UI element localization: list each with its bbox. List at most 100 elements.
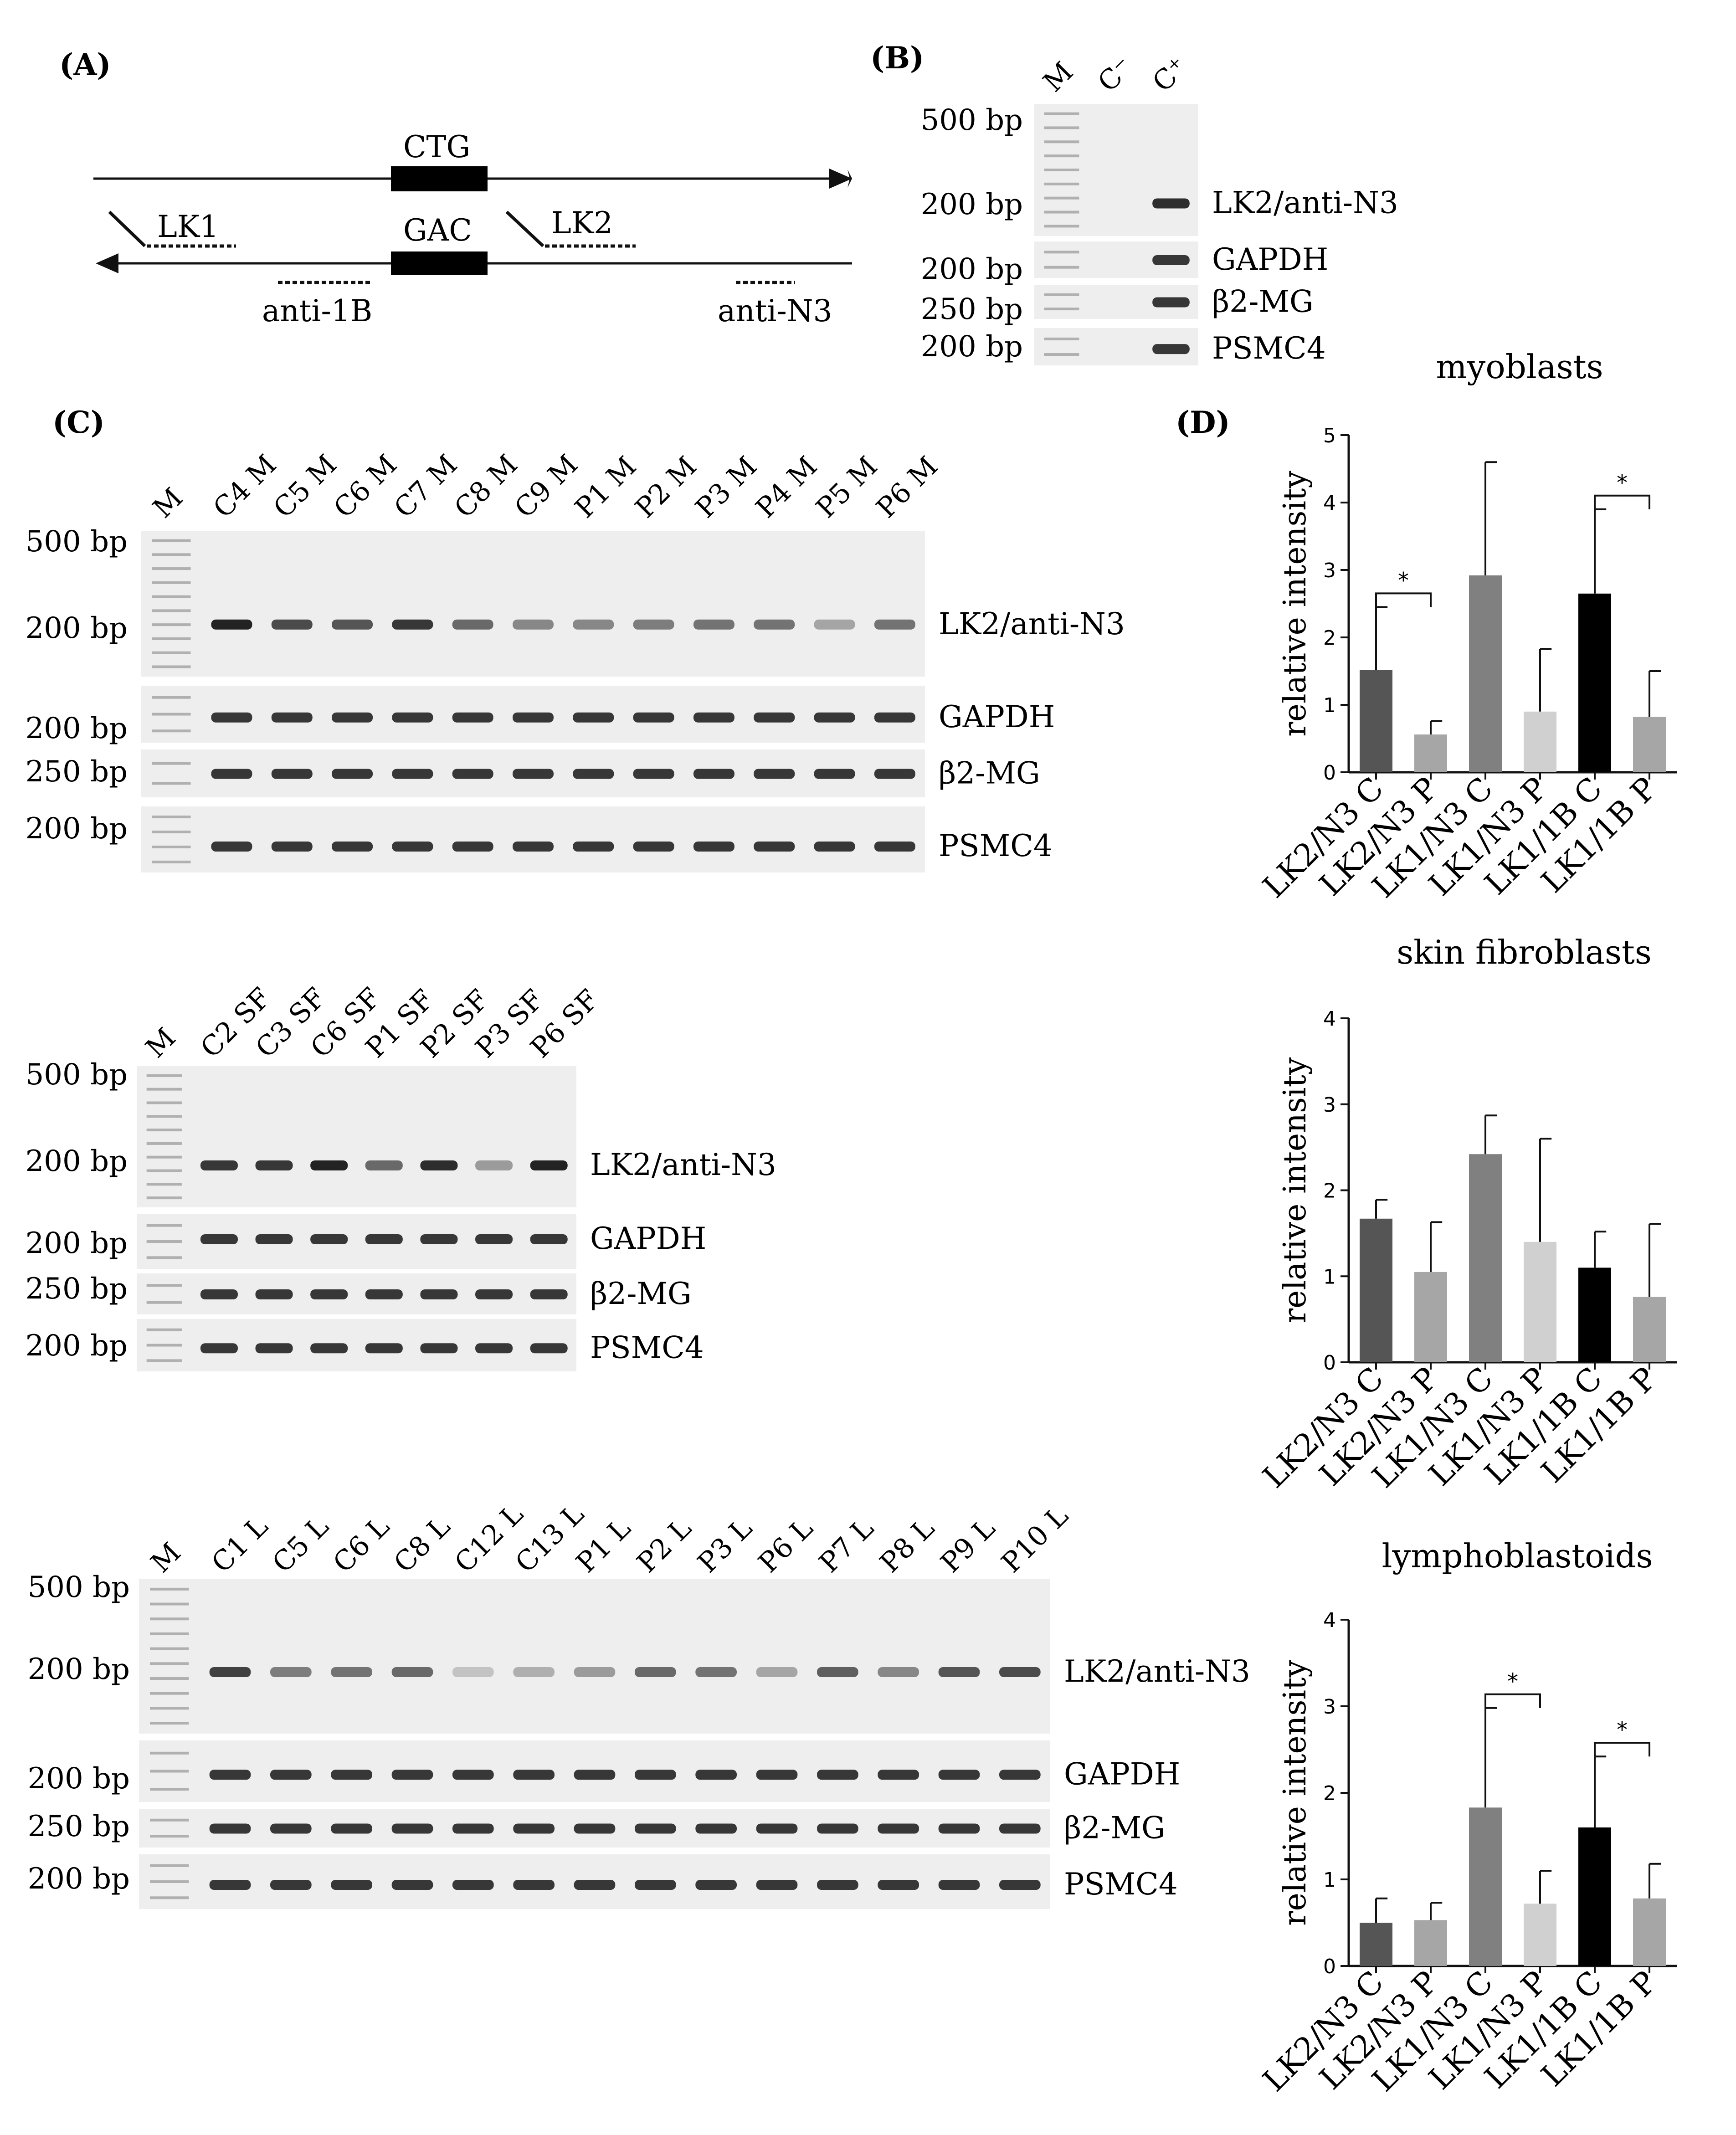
- band: [754, 712, 795, 723]
- band: [392, 842, 433, 852]
- band: [874, 842, 915, 852]
- band: [310, 1160, 348, 1170]
- band: [754, 619, 795, 630]
- size-marker-label: 200 bp: [26, 611, 128, 645]
- size-marker-label: 200 bp: [26, 712, 128, 745]
- band: [573, 712, 614, 723]
- gel-myoblasts: M C4 MC5 MC6 MC7 MC8 MC9 MP1 MP2 MP3 MP4 …: [26, 449, 1125, 872]
- gac-label: GAC: [403, 213, 472, 248]
- lane-label: C1 L: [205, 1510, 274, 1579]
- band: [756, 1823, 798, 1834]
- marker-ladder-band: [152, 831, 191, 834]
- band: [1152, 255, 1190, 265]
- anti-n3-label: anti-N3: [718, 293, 832, 328]
- gel-strip: [141, 806, 925, 872]
- band: [211, 769, 252, 779]
- lane-label: P7 L: [813, 1512, 880, 1579]
- marker-ladder-band: [152, 567, 191, 570]
- significance-bracket: [1594, 1742, 1650, 1757]
- gel-row-label: β2-MG: [1064, 1811, 1166, 1846]
- band: [635, 1823, 676, 1834]
- band: [200, 1289, 238, 1299]
- significance-star: *: [1398, 568, 1409, 593]
- band: [452, 1770, 494, 1780]
- band: [874, 769, 915, 779]
- gel-row-label: PSMC4: [1064, 1867, 1178, 1902]
- band: [271, 769, 313, 779]
- band: [874, 619, 915, 630]
- band: [633, 842, 674, 852]
- bar: [1469, 575, 1502, 772]
- gac-repeat-box: [391, 251, 488, 275]
- band: [513, 1770, 555, 1780]
- bar: [1633, 717, 1666, 772]
- lane-label: C6 L: [327, 1510, 396, 1579]
- band: [754, 842, 795, 852]
- band: [452, 1823, 494, 1834]
- marker-ladder-band: [152, 539, 191, 542]
- bar: [1360, 670, 1392, 772]
- size-marker-label: 200 bp: [28, 1762, 130, 1796]
- band: [1152, 344, 1190, 354]
- band: [999, 1880, 1041, 1890]
- lane-label: P4 M: [750, 451, 823, 524]
- y-tick-label: 3: [1323, 1695, 1336, 1719]
- marker-ladder-band: [146, 1256, 182, 1259]
- band: [513, 712, 554, 723]
- marker-ladder-band: [152, 729, 191, 733]
- marker-ladder-band: [150, 1818, 189, 1822]
- band: [635, 1667, 676, 1677]
- band: [1152, 297, 1190, 308]
- bar: [1414, 1272, 1447, 1362]
- band: [756, 1880, 798, 1890]
- band: [452, 1880, 494, 1890]
- bar: [1414, 734, 1447, 772]
- marker-ladder-band: [146, 1301, 182, 1304]
- band: [574, 1823, 616, 1834]
- band: [452, 1667, 494, 1677]
- marker-ladder-band: [146, 1088, 182, 1091]
- band: [530, 1343, 568, 1354]
- band: [573, 769, 614, 779]
- band: [270, 1667, 312, 1677]
- band: [475, 1289, 513, 1299]
- marker-ladder-band: [146, 1074, 182, 1077]
- band: [331, 1880, 372, 1890]
- marker-ladder-band: [146, 1224, 182, 1227]
- marker-ladder-band: [150, 1722, 189, 1725]
- lane-label: P3 L: [692, 1512, 759, 1579]
- significance-star: *: [1507, 1669, 1518, 1694]
- marker-ladder-band: [150, 1647, 189, 1650]
- band: [938, 1667, 980, 1677]
- size-marker-label: 200 bp: [26, 1144, 128, 1178]
- band: [878, 1823, 919, 1834]
- size-marker-label: 250 bp: [26, 755, 128, 789]
- marker-ladder-band: [150, 1835, 189, 1838]
- marker-ladder-band: [146, 1284, 182, 1287]
- marker-ladder-band: [146, 1240, 182, 1243]
- band: [530, 1160, 568, 1170]
- size-marker-label: 500 bp: [26, 525, 128, 559]
- marker-ladder-band: [146, 1155, 182, 1159]
- lane-label: C⁺: [1146, 51, 1194, 98]
- lane-label: P8 L: [874, 1512, 941, 1579]
- band: [878, 1770, 919, 1780]
- band: [452, 842, 493, 852]
- gel-row-label: LK2/anti-N3: [939, 606, 1125, 642]
- band: [513, 619, 554, 630]
- y-tick-label: 3: [1323, 559, 1336, 582]
- gel-control-b: M C⁻ C⁺ LK2/anti-N3 GAPDH β2-MG PSMC4 500 bp 200…: [921, 51, 1398, 366]
- y-tick-label: 2: [1323, 626, 1336, 650]
- band: [271, 712, 313, 723]
- lane-label: M: [139, 1022, 182, 1064]
- marker-ladder-band: [150, 1751, 189, 1755]
- marker-ladder-band: [150, 1632, 189, 1635]
- band: [365, 1289, 403, 1299]
- antisense-arrowhead: [96, 253, 118, 273]
- band: [209, 1770, 251, 1780]
- band: [209, 1667, 251, 1677]
- band: [475, 1343, 513, 1354]
